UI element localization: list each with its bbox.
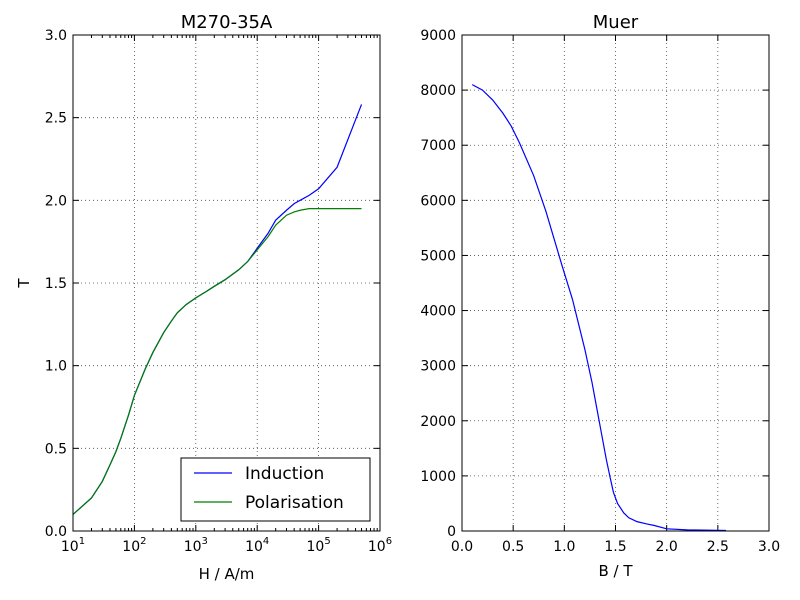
left-y-tick-label: 1.5 xyxy=(45,276,67,292)
legend: Induction Polarisation xyxy=(180,457,371,522)
right-y-tick-label: 2000 xyxy=(420,414,456,430)
right-y-tick-label: 3000 xyxy=(420,359,456,375)
right-x-tick-label: 0.5 xyxy=(502,539,524,555)
left-x-tick-label: 101 xyxy=(61,536,85,555)
left-y-tick-label: 1.0 xyxy=(45,359,67,375)
legend-label-induction: Induction xyxy=(245,464,324,484)
left-x-tick-label: 106 xyxy=(368,536,392,555)
right-x-tick-label: 0.0 xyxy=(451,539,473,555)
chart-induction-polarisation: 101 102 103 104 105 1060.00.51.01.52.02.53.0 … xyxy=(15,12,392,583)
right-x-tick-label: 1.0 xyxy=(553,539,575,555)
left-x-tick-label: 105 xyxy=(306,536,330,555)
left-x-tick-label: 102 xyxy=(122,536,146,555)
right-x-tick-label: 1.5 xyxy=(604,539,626,555)
right-x-tick-label: 2.5 xyxy=(707,539,729,555)
right-y-tick-label: 9000 xyxy=(420,28,456,44)
right-x-axis-label: B / T xyxy=(598,562,633,580)
right-y-tick-label: 0 xyxy=(447,524,456,540)
right-y-tick-label: 7000 xyxy=(420,138,456,154)
legend-label-polarisation: Polarisation xyxy=(245,493,344,513)
left-y-tick-label: 2.5 xyxy=(45,111,67,127)
legend-box xyxy=(180,457,371,522)
left-y-tick-label: 0.5 xyxy=(45,441,67,457)
series-line-polarisation xyxy=(72,208,362,515)
left-axes-frame xyxy=(72,34,381,532)
right-x-tick-label: 3.0 xyxy=(758,539,780,555)
chart-muer: 0.0 0.5 1.0 1.5 2.0 2.5 3.0 0 1000 2000 3000 4000 50… xyxy=(420,12,780,580)
left-x-tick-label: 104 xyxy=(245,536,269,555)
right-chart-title: Muer xyxy=(593,12,639,33)
right-y-tick-label: 5000 xyxy=(420,248,456,264)
left-y-axis-label: T xyxy=(15,278,33,289)
right-x-tick-label: 2.0 xyxy=(656,539,678,555)
series-line-muer xyxy=(471,84,727,532)
left-y-tick-label: 2.0 xyxy=(45,193,67,209)
left-y-tick-label: 3.0 xyxy=(45,28,67,44)
left-x-tick-label: 103 xyxy=(184,536,208,555)
right-y-tick-label: 1000 xyxy=(420,469,456,485)
right-axes-frame xyxy=(461,34,770,532)
left-chart-title: M270-35A xyxy=(181,12,273,33)
left-y-tick-label: 0.0 xyxy=(45,524,67,540)
left-x-axis-label: H / A/m xyxy=(199,565,255,583)
right-y-tick-label: 8000 xyxy=(420,83,456,99)
right-y-tick-label: 6000 xyxy=(420,193,456,209)
series-line-induction xyxy=(72,104,363,515)
right-y-tick-label: 4000 xyxy=(420,304,456,320)
